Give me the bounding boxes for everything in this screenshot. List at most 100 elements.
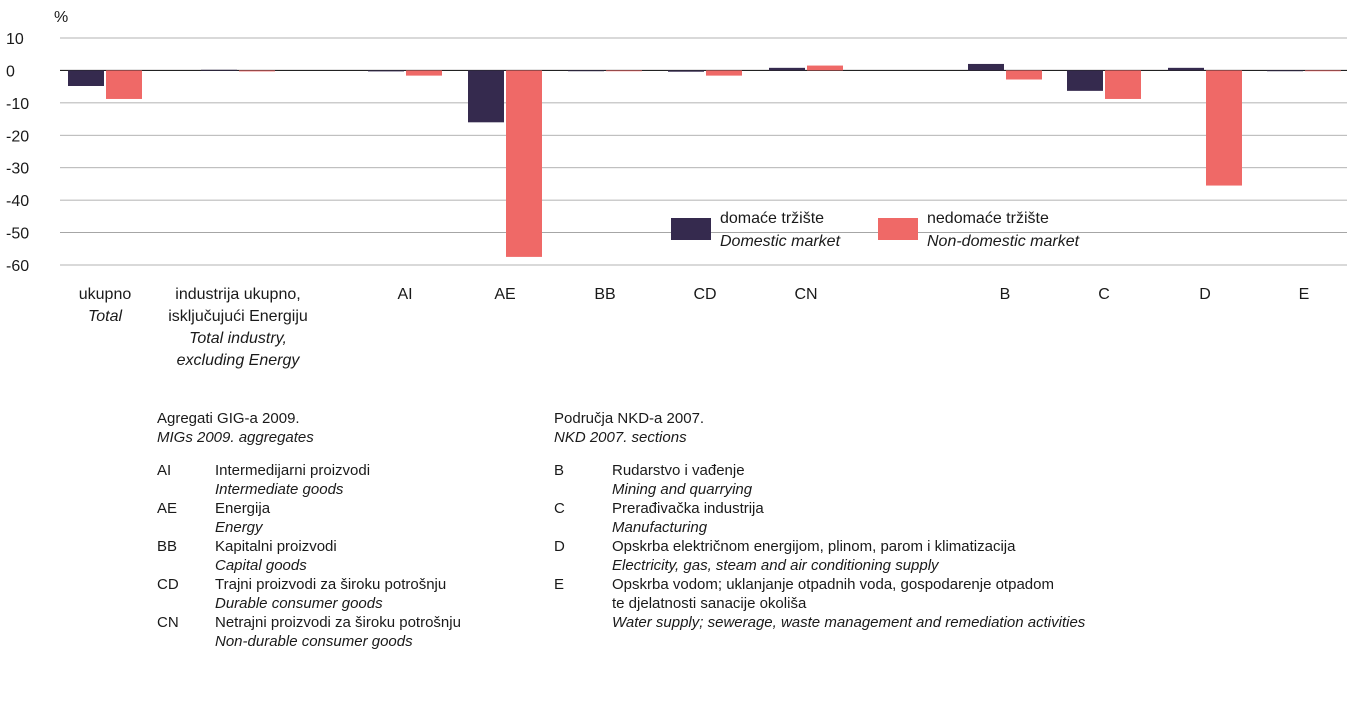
nkd-item-code: B <box>554 462 565 479</box>
y-tick-label: 0 <box>6 63 15 80</box>
bar-non-domestic <box>1206 70 1242 186</box>
category-labels: ukupno Total industrija ukupno, isključujuć… <box>79 286 1310 369</box>
nkd-heading-en: NKD 2007. sections <box>554 429 687 446</box>
bar-non-domestic <box>406 70 442 76</box>
nkd-item-text: te djelatnosti sanacije okoliša <box>612 595 807 612</box>
nkd-item-row: C Prerađivačka industrija Manufacturing <box>554 499 1344 537</box>
nkd-items: B Rudarstvo i vađenje Mining and quarrying… <box>554 461 1344 632</box>
bar-non-domestic <box>706 70 742 76</box>
bar-domestic <box>1067 70 1103 91</box>
mig-item-description: Energija Energy <box>215 499 537 537</box>
y-tick-labels: 10 0 -10 -20 -30 -40 -50 -60 <box>6 31 29 275</box>
mig-item-text-en: Intermediate goods <box>215 481 344 498</box>
mig-aggregates-legend: Agregati GIG-a 2009. MIGs 2009. aggregat… <box>157 409 537 651</box>
bars <box>68 63 1341 257</box>
x-category-label-en: Total industry, <box>189 330 287 347</box>
mig-item-row: CD Trajni proizvodi za široku potrošnju Du… <box>157 575 537 613</box>
mig-item-text-en: Energy <box>215 519 263 536</box>
legend-label-en: Domestic market <box>720 233 841 250</box>
mig-item-text: Trajni proizvodi za široku potrošnju <box>215 576 447 593</box>
bar-non-domestic <box>1105 70 1141 99</box>
x-category-label: E <box>1299 286 1310 303</box>
nkd-item-row: E Opskrba vodom; uklanjanje otpadnih voda… <box>554 575 1344 632</box>
legend-swatch <box>878 218 918 240</box>
nkd-item-text: Rudarstvo i vađenje <box>612 462 745 479</box>
bar-non-domestic <box>506 70 542 257</box>
x-category-label: B <box>1000 286 1011 303</box>
mig-item-text: Intermedijarni proizvodi <box>215 462 371 479</box>
y-tick-label: -10 <box>6 96 29 113</box>
mig-item-description: Intermedijarni proizvodi Intermediate goo… <box>215 461 537 499</box>
x-category-label: AE <box>494 286 515 303</box>
mig-item-text-en: Non-durable consumer goods <box>215 633 413 650</box>
bar-non-domestic <box>1006 70 1042 80</box>
mig-item-row: AI Intermedijarni proizvodi Intermediate g… <box>157 461 537 499</box>
x-category-label: CD <box>693 286 716 303</box>
bar-domestic <box>968 63 1004 71</box>
y-axis-unit: % <box>54 9 68 26</box>
y-tick-label: -50 <box>6 226 29 243</box>
bar-non-domestic <box>106 70 142 99</box>
bar-non-domestic <box>606 70 642 72</box>
mig-item-code: CN <box>157 614 179 631</box>
nkd-item-code: E <box>554 576 565 593</box>
nkd-item-row: B Rudarstvo i vađenje Mining and quarrying <box>554 461 1344 499</box>
x-category-label: CN <box>794 286 817 303</box>
bar-domestic <box>468 70 504 123</box>
nkd-item-code: D <box>554 538 565 555</box>
mig-item-row: AE Energija Energy <box>157 499 537 537</box>
x-category-label: industrija ukupno, <box>175 286 300 303</box>
y-tick-label: -30 <box>6 161 29 178</box>
mig-item-text: Kapitalni proizvodi <box>215 538 337 555</box>
bar-domestic <box>68 70 104 86</box>
mig-item-text: Energija <box>215 500 271 517</box>
nkd-item-description: Rudarstvo i vađenje Mining and quarrying <box>612 461 1344 499</box>
bar-chart: % 10 0 -10 -20 -30 -40 -50 -60 ukupno Total indus… <box>6 9 1347 369</box>
y-tick-label: -40 <box>6 193 29 210</box>
x-category-label: ukupno <box>79 286 132 303</box>
mig-item-text-en: Durable consumer goods <box>215 595 383 612</box>
x-category-label-en: Total <box>88 308 123 325</box>
mig-item-row: BB Kapitalni proizvodi Capital goods <box>157 537 537 575</box>
mig-item-description: Netrajni proizvodi za široku potrošnju No… <box>215 613 537 651</box>
chart-legend: domaće tržište Domestic market nedomaće tr… <box>671 210 1080 250</box>
nkd-item-description: Prerađivačka industrija Manufacturing <box>612 499 1344 537</box>
bar-domestic <box>668 70 704 72</box>
nkd-heading: Područja NKD-a 2007. <box>554 410 705 427</box>
nkd-item-row: D Opskrba električnom energijom, plinom, … <box>554 537 1344 575</box>
mig-item-code: AI <box>157 462 172 479</box>
x-category-label: isključujući Energiju <box>168 308 308 325</box>
nkd-item-code: C <box>554 500 565 517</box>
mig-item-code: CD <box>157 576 179 593</box>
nkd-sections-legend: Područja NKD-a 2007. NKD 2007. sections … <box>554 409 1344 632</box>
nkd-item-text-en: Mining and quarrying <box>612 481 753 498</box>
y-tick-label: -60 <box>6 258 29 275</box>
mig-item-description: Trajni proizvodi za široku potrošnju Dura… <box>215 575 537 613</box>
bar-domestic <box>1168 67 1204 71</box>
bar-domestic <box>368 70 404 72</box>
bar-non-domestic <box>239 70 275 72</box>
bar-non-domestic <box>1305 70 1341 72</box>
y-tick-label: -20 <box>6 128 29 145</box>
legend-label: nedomaće tržište <box>927 210 1049 227</box>
nkd-item-description: Opskrba električnom energijom, plinom, p… <box>612 537 1344 575</box>
mig-item-description: Kapitalni proizvodi Capital goods <box>215 537 537 575</box>
x-category-label: BB <box>594 286 615 303</box>
mig-items: AI Intermedijarni proizvodi Intermediate g… <box>157 461 537 651</box>
nkd-item-description: Opskrba vodom; uklanjanje otpadnih voda,… <box>612 575 1344 632</box>
y-tick-label: 10 <box>6 31 24 48</box>
bar-domestic <box>201 69 237 71</box>
nkd-item-text: Prerađivačka industrija <box>612 500 764 517</box>
mig-item-code: BB <box>157 538 178 555</box>
mig-heading-en: MIGs 2009. aggregates <box>157 429 314 446</box>
x-category-label: C <box>1098 286 1110 303</box>
legend-label: domaće tržište <box>720 210 824 227</box>
mig-item-text: Netrajni proizvodi za široku potrošnju <box>215 614 461 631</box>
nkd-item-text-en: Manufacturing <box>612 519 708 536</box>
nkd-item-text-en: Electricity, gas, steam and air conditio… <box>612 557 939 574</box>
bar-non-domestic <box>807 65 843 71</box>
nkd-item-text: Opskrba električnom energijom, plinom, p… <box>612 538 1016 555</box>
nkd-item-text-en: Water supply; sewerage, waste management… <box>612 614 1086 631</box>
bar-domestic <box>568 70 604 72</box>
mig-item-code: AE <box>157 500 178 517</box>
